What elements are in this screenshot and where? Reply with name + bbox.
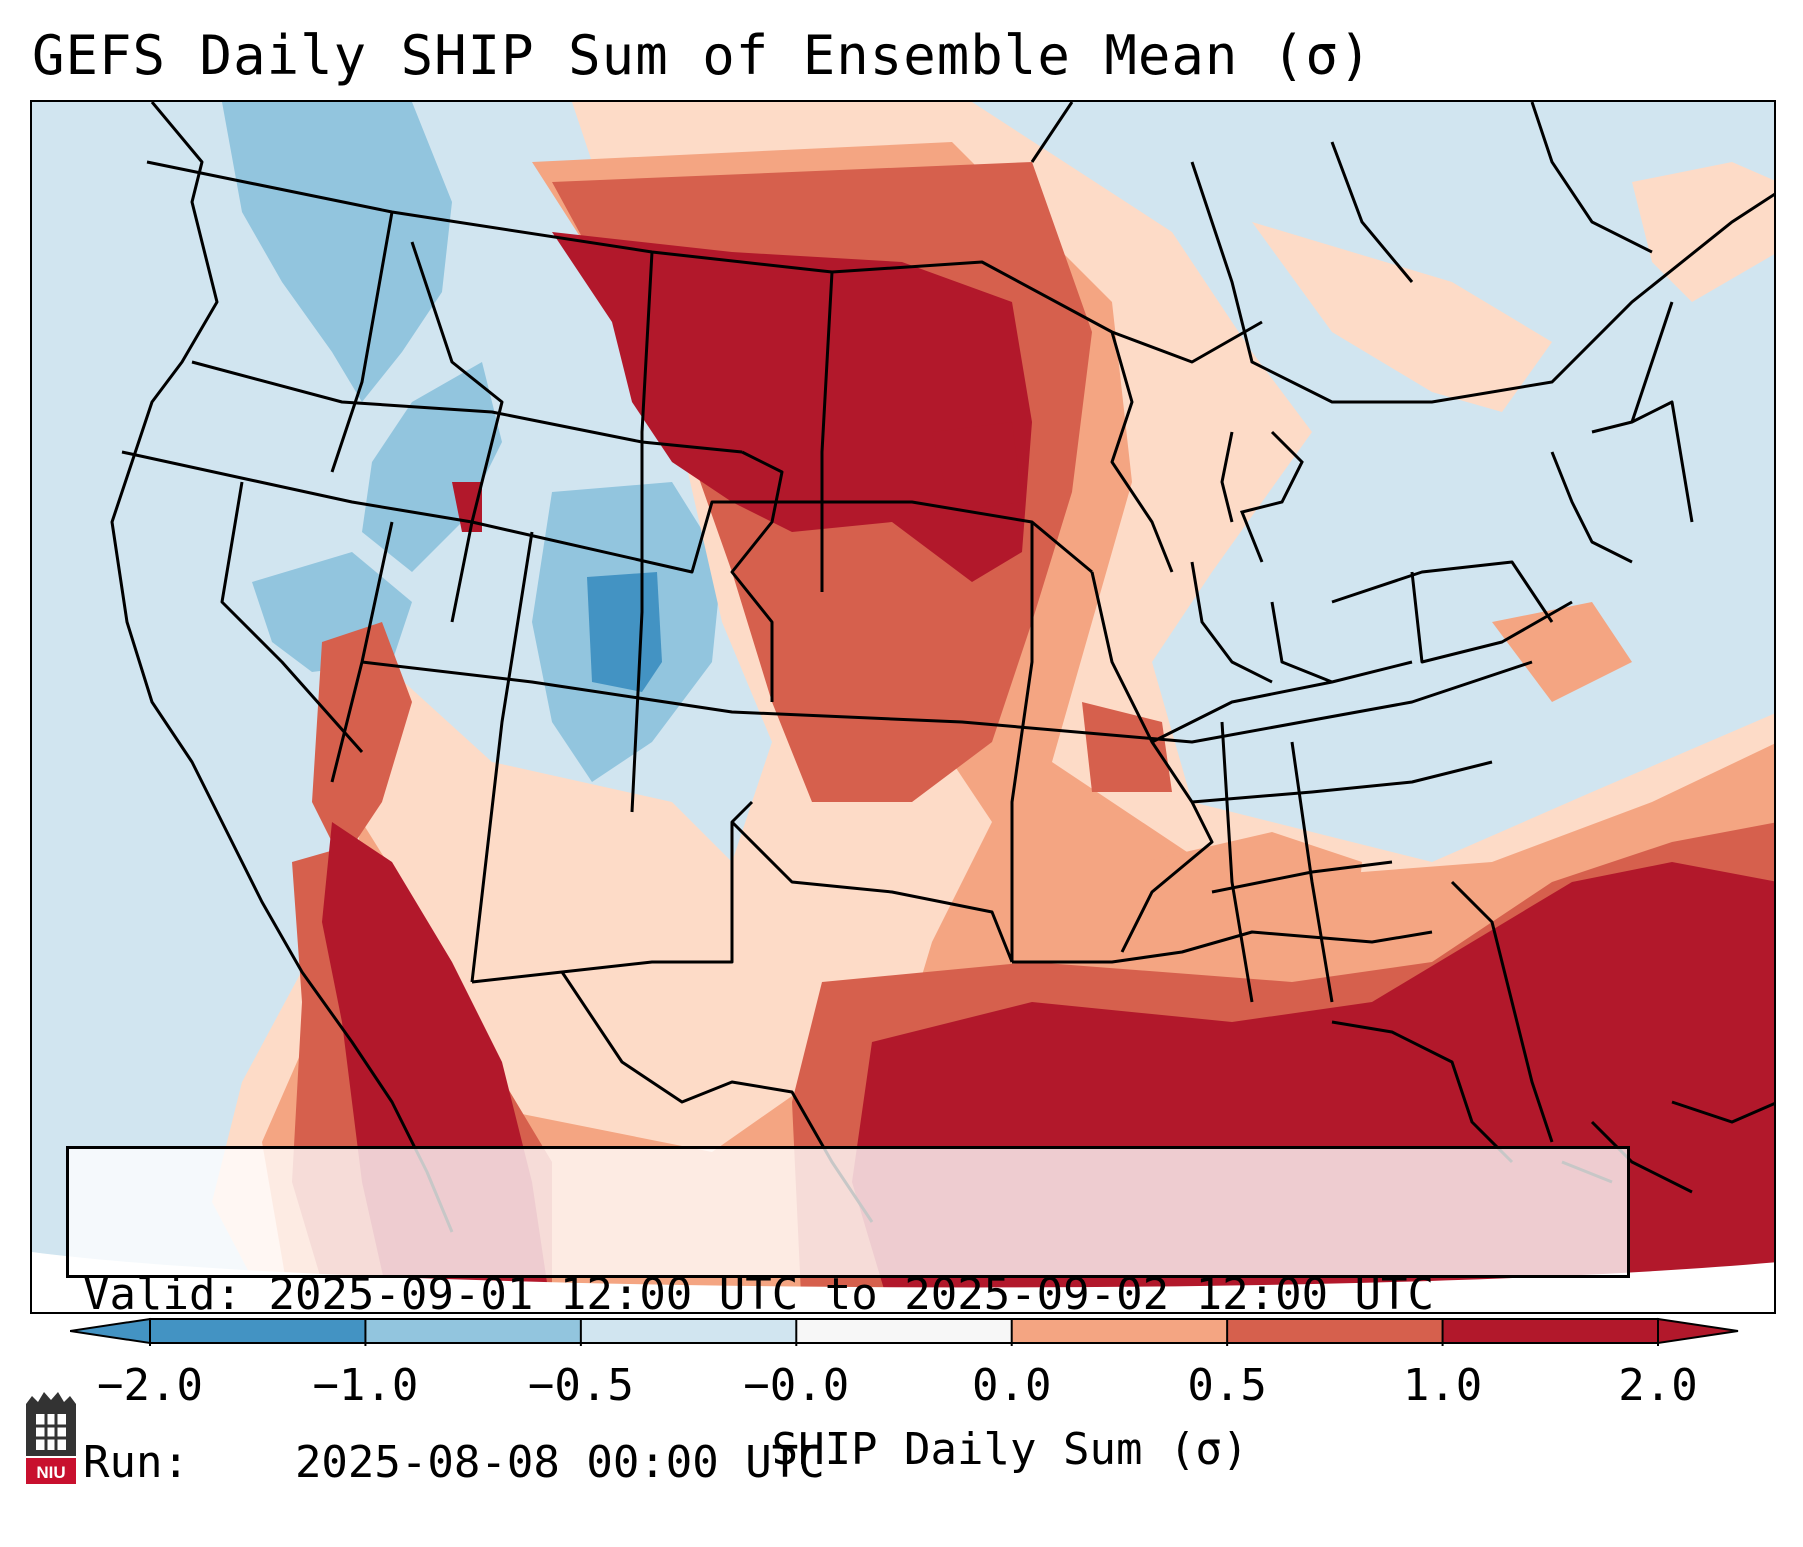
- colorbar-tick-label: 0.0: [971, 1360, 1052, 1411]
- niu-text: NIU: [36, 1463, 65, 1482]
- colorbar-extend-low: [70, 1317, 151, 1345]
- valid-line: Valid: 2025-09-01 12:00 UTC to 2025-09-0…: [83, 1267, 1627, 1323]
- colorbar-segment: [1442, 1319, 1658, 1343]
- colorbar-tick-label: −2.0: [97, 1360, 203, 1411]
- colorbar-tick-label: 1.0: [1402, 1360, 1483, 1411]
- ship-anomaly-map: [32, 102, 1774, 1312]
- colorbar-segment: [365, 1319, 581, 1343]
- international-boundaries: [1030, 102, 1774, 1194]
- colorbar-tick-label: 0.5: [1187, 1360, 1267, 1411]
- colorbar-tick-label: 2.0: [1618, 1360, 1698, 1411]
- state-boundaries: [110, 102, 1694, 1233]
- colorbar-extend-high: [1657, 1317, 1739, 1345]
- run-line: Run: 2025-08-08 00:00 UTC: [83, 1435, 1627, 1491]
- run-label: Run:: [83, 1437, 189, 1488]
- map-title: GEFS Daily SHIP Sum of Ensemble Mean (σ): [32, 24, 1373, 87]
- colorbar-segment: [580, 1319, 797, 1343]
- colorbar-segment: [796, 1319, 1012, 1343]
- colorbar-segment: [1011, 1319, 1228, 1343]
- niu-window-icon: [36, 1414, 66, 1450]
- valid-label: Valid:: [83, 1269, 242, 1320]
- projection-edge: [32, 1252, 1774, 1312]
- colorbar-label: SHIP Daily Sum (σ): [771, 1424, 1249, 1475]
- map-frame: [30, 100, 1776, 1314]
- valid-value: 2025-09-01 12:00 UTC to 2025-09-02 12:00…: [268, 1269, 1435, 1320]
- colorbar-segment: [150, 1319, 366, 1343]
- colorbar: [70, 1317, 1739, 1346]
- colorbar-tick-label: −0.0: [743, 1360, 850, 1411]
- colorbar-segment: [1227, 1319, 1443, 1343]
- niu-logo: NIU: [26, 1392, 76, 1484]
- colorbar-tick-label: −0.5: [527, 1360, 634, 1411]
- run-value: 2025-08-08 00:00 UTC: [294, 1437, 825, 1488]
- valid-run-info-box: Valid: 2025-09-01 12:00 UTC to 2025-09-0…: [66, 1146, 1630, 1488]
- niu-badge: [26, 1458, 76, 1484]
- colorbar-tick-label: −1.0: [312, 1360, 419, 1411]
